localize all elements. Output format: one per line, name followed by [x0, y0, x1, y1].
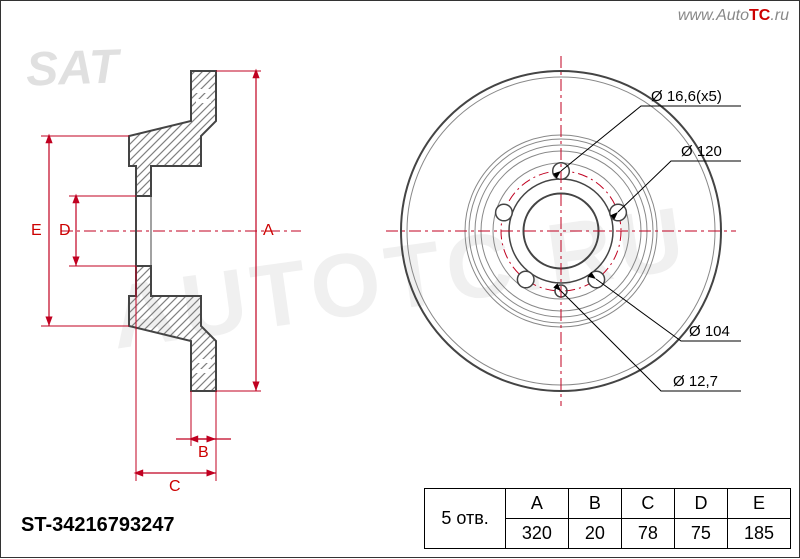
site-url: www.AutoTC.ru [678, 7, 789, 25]
url-prefix: www. [678, 7, 716, 24]
dim-label-E: E [31, 222, 42, 239]
val-D: 75 [674, 519, 727, 549]
dim-label-D: D [59, 222, 71, 239]
url-main: Auto [716, 7, 749, 24]
part-number: ST-34216793247 [21, 514, 174, 537]
dim-label-B: B [198, 444, 209, 461]
col-C: C [621, 489, 674, 519]
url-suffix: .ru [770, 7, 789, 24]
col-A: A [505, 489, 568, 519]
col-D: D [674, 489, 727, 519]
url-red: TC [749, 7, 770, 24]
col-B: B [568, 489, 621, 519]
val-A: 320 [505, 519, 568, 549]
callout-104: Ø 104 [689, 323, 730, 340]
front-view [386, 56, 736, 406]
table-header-row: 5 отв. A B C D E [425, 489, 791, 519]
dim-label-C: C [169, 478, 181, 495]
val-C: 78 [621, 519, 674, 549]
col-E: E [727, 489, 790, 519]
callout-127: Ø 12,7 [673, 373, 718, 390]
callout-pcd: Ø 120 [681, 143, 722, 160]
holes-cell: 5 отв. [425, 489, 505, 549]
dim-label-A: A [263, 222, 274, 239]
callout-bolt-dia: Ø 16,6(x5) [651, 88, 722, 105]
sat-logo: SAT [25, 39, 119, 97]
dim-B: B [176, 391, 231, 461]
drawing-svg: Ø 16,6(x5) Ø 120 Ø 104 Ø 12,7 A [1, 1, 800, 559]
val-B: 20 [568, 519, 621, 549]
val-E: 185 [727, 519, 790, 549]
dimension-table: 5 отв. A B C D E 320 20 78 75 185 [424, 488, 791, 549]
